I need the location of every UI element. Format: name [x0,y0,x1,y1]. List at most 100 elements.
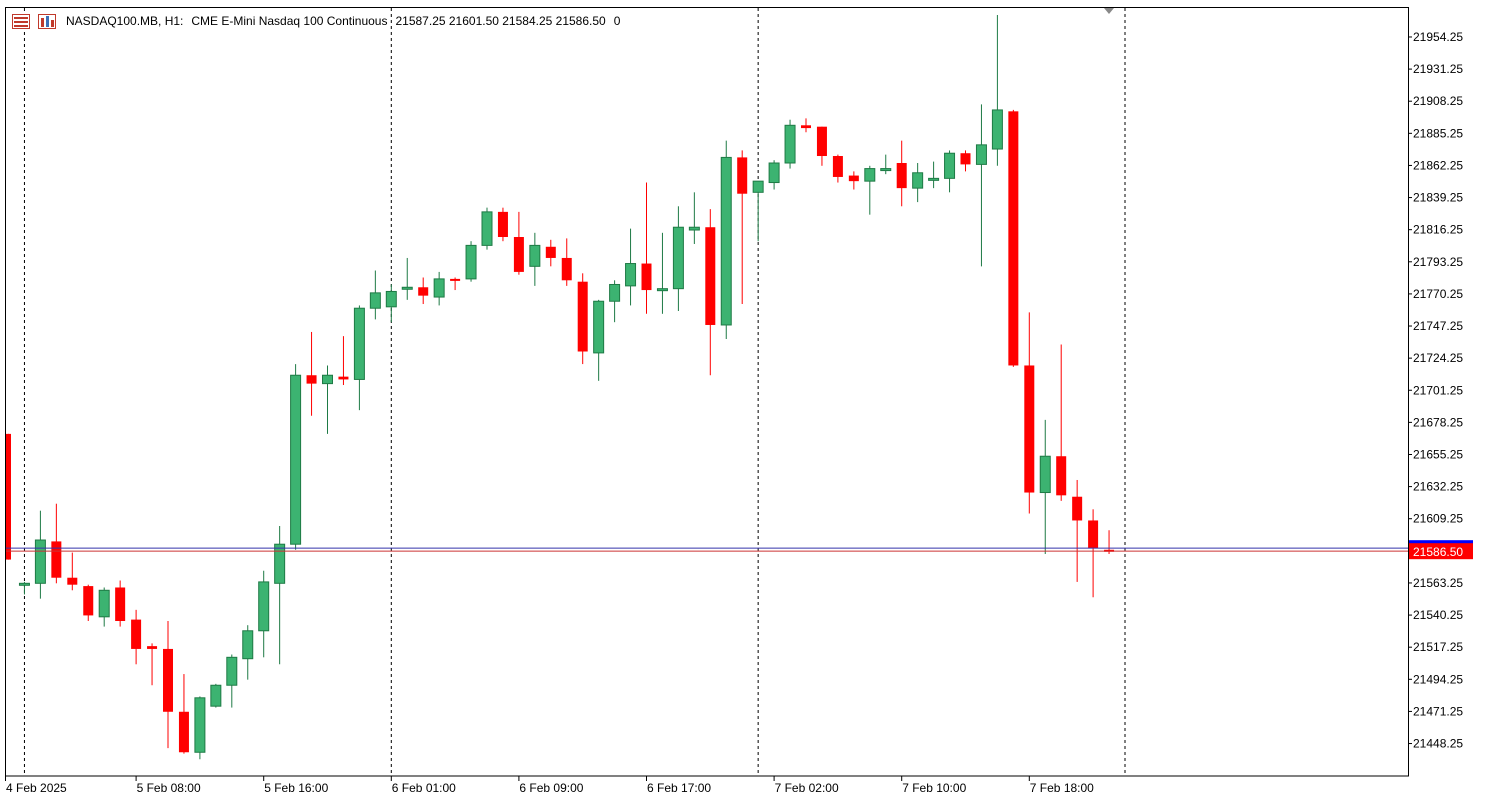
candle[interactable] [832,154,843,183]
candle[interactable] [1039,419,1051,554]
candle[interactable] [163,621,173,749]
candle[interactable] [1024,312,1035,514]
candle[interactable] [34,510,46,599]
bull-candle-body [433,278,445,298]
candle[interactable] [561,238,572,286]
candle[interactable] [418,277,429,305]
candle[interactable] [609,280,621,323]
bear-candle-body [163,648,173,712]
candle[interactable] [1088,509,1099,598]
candle[interactable] [242,625,254,680]
candle[interactable] [928,161,940,189]
bull-candle-body [768,162,780,184]
candle[interactable] [960,150,971,172]
candle[interactable] [131,609,142,665]
indicators-icon[interactable] [38,13,56,29]
bear-candle-body [641,263,652,291]
candle[interactable] [67,552,78,591]
candle[interactable] [784,119,796,169]
bear-candle-body [178,711,189,753]
shift-marker-icon[interactable] [1104,8,1114,14]
bull-candle-body [912,172,924,189]
candle[interactable] [752,180,764,242]
candle[interactable] [83,584,94,622]
bear-candle-body [1008,111,1019,366]
candle[interactable] [450,277,461,291]
candle[interactable] [577,273,588,365]
candle[interactable] [880,154,892,175]
candle[interactable] [529,232,541,286]
candle[interactable] [353,305,365,411]
y-tick-label: 21448.25 [1413,737,1463,751]
candle[interactable] [274,526,286,665]
candle[interactable] [705,209,716,376]
candle[interactable] [593,299,605,381]
candle[interactable] [433,271,445,306]
candle[interactable] [147,643,158,686]
candle[interactable] [369,270,381,320]
bull-candle-body [672,226,684,290]
bear-candle-body [1024,365,1035,493]
candle[interactable] [513,211,524,275]
candle[interactable] [290,364,302,550]
candle[interactable] [864,165,876,215]
candle[interactable] [545,239,556,267]
bull-candle-body [242,630,254,660]
y-tick-label: 21885.25 [1413,126,1463,140]
candle[interactable] [688,192,700,244]
x-tick-label: 7 Feb 02:00 [775,781,839,794]
candle[interactable] [115,580,126,627]
candle[interactable] [481,207,493,250]
candle[interactable] [210,683,222,708]
bid-price-tag [1409,543,1473,560]
bull-candle-body [322,374,333,385]
candle[interactable] [18,581,30,595]
candle[interactable] [465,241,477,282]
candle[interactable] [258,570,270,658]
candle[interactable] [672,206,684,312]
candle[interactable] [896,140,907,207]
candle[interactable] [944,150,956,193]
bull-candle-body [98,589,110,618]
candle[interactable] [768,160,780,190]
candle[interactable] [338,336,349,386]
candle[interactable] [656,232,668,314]
candle[interactable] [385,284,397,323]
candle[interactable] [991,14,1003,166]
symbol-timeframe: NASDAQ100.MB, H1: [66,14,184,28]
candle[interactable] [98,587,110,627]
candle[interactable] [912,162,924,203]
bear-candle-body [5,433,11,560]
x-tick-label: 7 Feb 18:00 [1030,781,1094,794]
candle[interactable] [801,118,811,133]
candle[interactable] [720,140,732,339]
candle[interactable] [497,207,508,242]
candle[interactable] [737,150,748,305]
candle[interactable] [178,674,189,754]
candle[interactable] [306,331,317,416]
candle[interactable] [51,503,62,584]
candle[interactable] [975,104,987,267]
candle[interactable] [1008,109,1019,367]
bear-candle-body [497,211,508,238]
time-axis: 4 Feb 2025 5 Feb 08:00 5 Feb 16:00 6 Feb 01… [5,776,1094,795]
y-tick-label: 21701.25 [1413,383,1463,397]
candle[interactable] [641,182,652,314]
bull-candle-body [194,697,206,753]
candle[interactable] [322,365,333,434]
bear-candle-body [418,287,429,296]
candle[interactable] [401,257,413,300]
chart-properties-icon[interactable] [12,13,30,29]
candle[interactable] [226,654,238,708]
candle[interactable] [1056,344,1067,501]
y-tick-label: 21747.25 [1413,319,1463,333]
candle[interactable] [1072,479,1083,582]
candle[interactable] [816,126,827,166]
candle[interactable] [625,228,637,306]
candle[interactable] [194,696,206,760]
bear-candle-body [960,153,971,165]
candle[interactable] [848,171,859,190]
candle[interactable] [5,433,11,560]
